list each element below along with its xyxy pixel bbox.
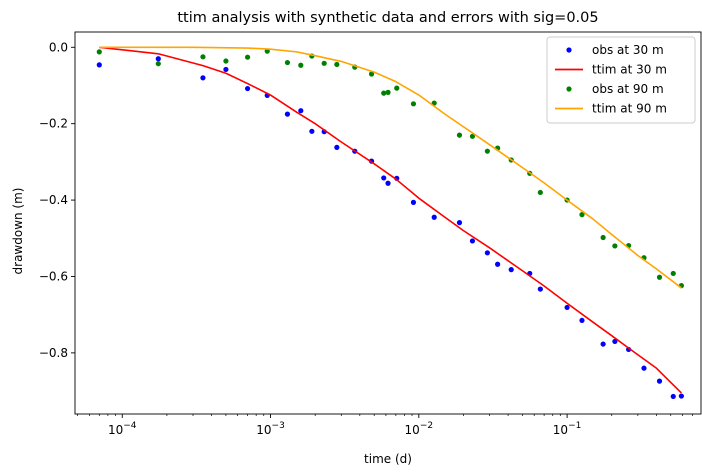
- data-point-0-4: [244, 85, 251, 92]
- data-point-0-18: [456, 220, 463, 226]
- data-point-0-0: [96, 62, 102, 68]
- legend-label-1: ttim at 30 m: [592, 63, 667, 77]
- data-point-2-26: [579, 212, 585, 218]
- data-point-2-18: [456, 132, 463, 138]
- data-point-0-20: [484, 250, 490, 256]
- data-point-2-20: [484, 148, 490, 154]
- data-point-0-13: [381, 175, 387, 181]
- data-point-2-16: [410, 101, 417, 107]
- data-point-2-13: [381, 90, 387, 96]
- data-point-0-8: [309, 128, 315, 134]
- data-point-2-24: [537, 189, 543, 196]
- axes-frame: [74, 31, 702, 415]
- data-point-0-7: [298, 108, 304, 114]
- x-tick-label-0: 10−4: [108, 421, 137, 437]
- data-point-0-22: [508, 267, 514, 273]
- x-axis: 10−4 10−3 10−2 10−1: [77, 414, 693, 437]
- data-point-2-2: [200, 54, 206, 60]
- chart-title: ttim analysis with synthetic data and er…: [177, 10, 598, 26]
- series-line-3: [99, 46, 682, 289]
- data-point-2-14: [385, 89, 391, 95]
- data-point-0-17: [431, 214, 437, 220]
- x-tick-label-3: 10−1: [553, 421, 582, 437]
- series-line-1: [99, 46, 682, 394]
- data-point-2-27: [600, 234, 606, 241]
- data-point-0-25: [564, 304, 570, 311]
- data-point-2-12: [368, 71, 375, 77]
- data-point-0-16: [410, 199, 417, 205]
- data-point-2-31: [656, 274, 663, 280]
- data-point-0-28: [612, 338, 618, 345]
- data-point-2-15: [394, 85, 400, 91]
- data-point-0-27: [600, 341, 606, 347]
- data-point-0-6: [284, 111, 291, 117]
- x-tick-label-1: 10−3: [256, 421, 285, 437]
- legend-swatch-0: [566, 47, 572, 53]
- data-point-0-10: [334, 144, 340, 150]
- legend-label-0: obs at 30 m: [592, 43, 664, 57]
- plot-area: [74, 31, 702, 415]
- data-point-0-31: [656, 378, 663, 384]
- y-tick-label-0: 0.0: [49, 40, 68, 54]
- data-point-0-1: [155, 56, 161, 62]
- legend-box: [546, 36, 696, 124]
- data-point-2-4: [244, 54, 251, 60]
- data-point-0-21: [495, 261, 501, 267]
- y-axis-title: drawdown (m): [11, 188, 25, 275]
- data-point-2-19: [469, 133, 476, 139]
- data-point-0-33: [678, 393, 684, 399]
- data-point-2-3: [223, 58, 229, 64]
- data-point-2-0: [96, 49, 102, 55]
- x-tick-label-2: 10−2: [405, 421, 434, 437]
- legend-label-3: ttim at 90 m: [592, 102, 667, 116]
- data-point-0-14: [385, 180, 391, 186]
- data-point-2-1: [155, 61, 161, 67]
- data-point-2-9: [321, 60, 327, 66]
- data-point-2-6: [284, 59, 291, 66]
- data-point-0-30: [641, 365, 647, 371]
- data-point-0-3: [223, 66, 229, 73]
- legend-swatch-2: [566, 86, 572, 92]
- data-point-0-19: [469, 238, 476, 244]
- data-point-0-2: [200, 75, 206, 81]
- data-point-2-10: [334, 61, 340, 68]
- y-tick-label-4: −0.8: [39, 346, 68, 360]
- data-point-0-32: [670, 393, 676, 400]
- data-point-0-24: [537, 286, 543, 292]
- data-point-0-26: [579, 317, 585, 324]
- data-point-2-7: [298, 62, 304, 68]
- legend-label-2: obs at 90 m: [592, 82, 664, 96]
- y-tick-label-3: −0.6: [39, 269, 68, 283]
- y-tick-label-1: −0.2: [39, 117, 68, 131]
- data-point-2-28: [612, 243, 618, 249]
- data-point-2-32: [670, 270, 676, 277]
- y-tick-label-2: −0.4: [39, 193, 68, 207]
- y-axis: 0.0 −0.2 −0.4 −0.6 −0.8: [39, 40, 75, 360]
- x-axis-title: time (d): [364, 452, 412, 466]
- legend: obs at 30 m ttim at 30 m obs at 90 m ttim a…: [546, 36, 696, 124]
